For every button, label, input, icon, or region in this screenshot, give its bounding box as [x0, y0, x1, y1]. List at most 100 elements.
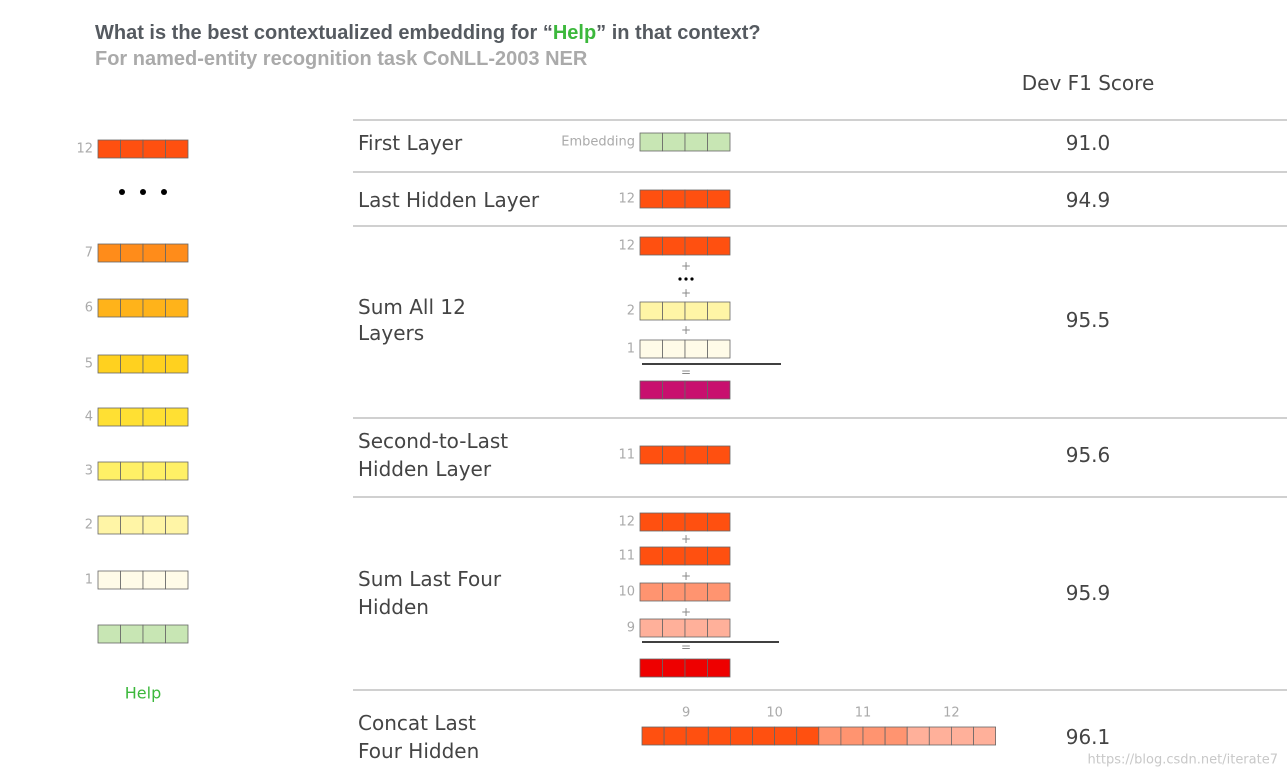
vector-cell	[707, 301, 731, 321]
vector-cell	[662, 236, 686, 256]
vector-cell	[662, 582, 686, 602]
vector-cell	[662, 380, 686, 400]
vector-cell	[120, 624, 144, 644]
segment-label: 11	[855, 706, 872, 721]
layer-label: 5	[85, 357, 93, 372]
vector-label: 10	[618, 585, 635, 600]
vector-cell	[684, 380, 708, 400]
vector-cell	[142, 298, 166, 318]
vector-cell	[142, 461, 166, 481]
vector-cell	[165, 243, 189, 263]
row-label: Concat Last	[358, 711, 476, 735]
ellipsis-dot	[690, 277, 694, 281]
vector-cell	[97, 243, 121, 263]
row-label: Last Hidden Layer	[358, 188, 540, 212]
word-label: Help	[125, 684, 161, 703]
ellipsis-dot	[140, 189, 146, 195]
vector-cell	[840, 726, 864, 746]
vector-label: 11	[618, 448, 635, 463]
vector-cell	[639, 132, 663, 152]
vector-cell	[641, 726, 665, 746]
vector-cell	[663, 726, 687, 746]
row-label: Sum Last Four	[358, 567, 502, 591]
vector-cell	[120, 354, 144, 374]
vector-cell	[707, 339, 731, 359]
score: 95.6	[1066, 443, 1111, 467]
vector-cell	[142, 407, 166, 427]
vector-cell	[639, 618, 663, 638]
vector-cell	[662, 618, 686, 638]
vector-label: 2	[627, 304, 635, 319]
vector-cell	[662, 132, 686, 152]
vector-cell	[684, 658, 708, 678]
row-label: Layers	[358, 321, 424, 345]
vector-cell	[120, 298, 144, 318]
operator: =	[681, 640, 691, 654]
operator: +	[681, 286, 691, 300]
title: What is the best contextualized embeddin…	[95, 22, 761, 44]
layer-label: 6	[85, 301, 93, 316]
segment-label: 9	[682, 706, 690, 721]
vector-cell	[684, 339, 708, 359]
vector-cell	[97, 407, 121, 427]
vector-cell	[120, 139, 144, 159]
vector-cell	[707, 546, 731, 566]
vector-cell	[120, 570, 144, 590]
vector-cell	[120, 515, 144, 535]
vector-cell	[684, 445, 708, 465]
vector-cell	[97, 461, 121, 481]
vector-cell	[97, 298, 121, 318]
vector-cell	[120, 461, 144, 481]
score: 94.9	[1066, 188, 1111, 212]
operator: +	[681, 259, 691, 273]
vector-cell	[165, 570, 189, 590]
layer-label: 7	[85, 246, 93, 261]
vector-label: 12	[618, 239, 635, 254]
ellipsis-dot	[161, 189, 167, 195]
vector-cell	[142, 624, 166, 644]
vector-cell	[120, 407, 144, 427]
vector-cell	[165, 407, 189, 427]
vector-cell	[97, 570, 121, 590]
vector-cell	[165, 354, 189, 374]
vector-cell	[165, 139, 189, 159]
vector-cell	[707, 189, 731, 209]
vector-cell	[707, 380, 731, 400]
layer-label: 4	[85, 410, 93, 425]
vector-cell	[951, 726, 974, 746]
vector-cell	[707, 658, 731, 678]
vector-cell	[662, 339, 686, 359]
vector-cell	[684, 236, 708, 256]
score: 95.9	[1066, 581, 1111, 605]
vector-cell	[884, 726, 908, 746]
vector-cell	[142, 243, 166, 263]
vector-label: Embedding	[561, 135, 635, 150]
vector-cell	[97, 624, 121, 644]
vector-cell	[639, 339, 663, 359]
vector-cell	[684, 301, 708, 321]
operator: +	[681, 569, 691, 583]
vector-label: 9	[627, 621, 635, 636]
vector-cell	[684, 582, 708, 602]
title-part: What is the best contextualized embeddin…	[95, 22, 553, 44]
vector-cell	[662, 658, 686, 678]
vector-cell	[818, 726, 842, 746]
vector-cell	[928, 726, 952, 746]
vector-cell	[662, 189, 686, 209]
segment-label: 10	[766, 706, 783, 721]
row-label: Four Hidden	[358, 739, 479, 763]
score: 91.0	[1066, 131, 1111, 155]
ellipsis-dot	[678, 277, 682, 281]
score: 96.1	[1066, 725, 1111, 749]
vector-cell	[142, 354, 166, 374]
vector-cell	[684, 512, 708, 532]
title-part: ” in that context?	[596, 22, 760, 44]
vector-cell	[97, 139, 121, 159]
vector-cell	[639, 445, 663, 465]
vector-cell	[906, 726, 930, 746]
vector-cell	[730, 726, 753, 746]
vector-cell	[684, 618, 708, 638]
layer-label: 3	[85, 464, 93, 479]
vector-cell	[639, 582, 663, 602]
